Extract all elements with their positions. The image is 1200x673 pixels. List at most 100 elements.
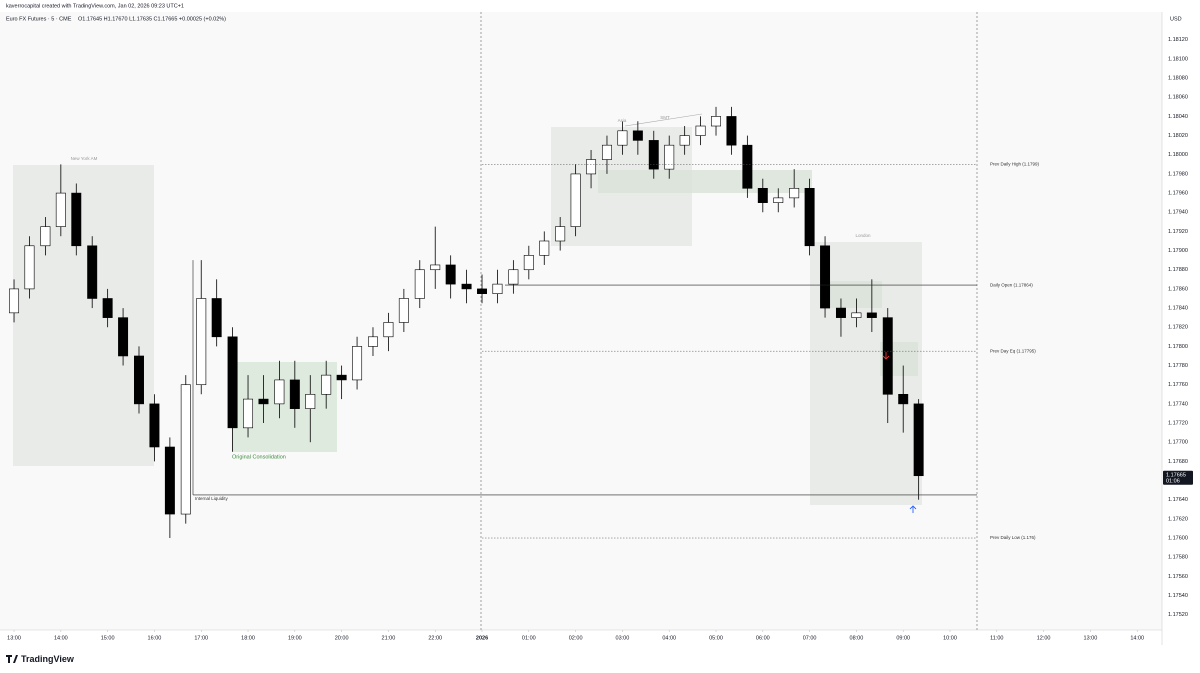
x-tick-label: 16:00: [148, 635, 162, 641]
candle-body: [180, 384, 191, 515]
x-tick-label: 04:00: [662, 635, 676, 641]
level-label: Internal Liquidity: [195, 496, 229, 501]
y-tick-label: 1.17680: [1168, 459, 1188, 465]
candle-body: [383, 322, 394, 338]
candle-body: [87, 245, 98, 299]
candle-body: [196, 298, 207, 386]
y-tick-label: 1.17980: [1168, 171, 1188, 177]
candle-body: [773, 197, 784, 203]
x-tick-label: 03:00: [616, 635, 630, 641]
candle-body: [492, 283, 503, 294]
x-tick-label: 17:00: [194, 635, 208, 641]
candle-body: [24, 245, 35, 290]
x-tick-label: 22:00: [428, 635, 442, 641]
y-tick-label: 1.17780: [1168, 363, 1188, 369]
candle-body: [321, 374, 332, 395]
candle-body: [804, 187, 815, 247]
candle-body: [523, 255, 534, 271]
candle-body: [664, 144, 675, 170]
symbol: Euro FX Futures · 5 · CME: [6, 16, 72, 22]
candle-body: [305, 393, 316, 409]
y-tick-label: 1.18060: [1168, 95, 1188, 101]
session-box: [13, 165, 154, 466]
level-label: Prev Daily Low (1.176): [990, 535, 1036, 540]
y-tick-label: 1.17640: [1168, 497, 1188, 503]
x-tick-label: 15:00: [101, 635, 115, 641]
x-tick-label: 10:00: [943, 635, 957, 641]
candle-body: [711, 116, 721, 127]
x-tick-label: 08:00: [850, 635, 864, 641]
y-tick-label: 1.17560: [1168, 574, 1188, 580]
candle-body: [461, 283, 472, 290]
last-price-label: 1.17665: [1166, 473, 1186, 479]
annotation: New York AM: [71, 156, 98, 161]
x-tick-label: 21:00: [382, 635, 396, 641]
x-tick-label: 14:00: [1130, 635, 1144, 641]
y-tick-label: 1.17700: [1168, 440, 1188, 446]
x-tick-label: 05:00: [709, 635, 723, 641]
candle-body: [289, 379, 300, 409]
countdown: 01:06: [1166, 479, 1180, 485]
y-tick-label: 1.17520: [1168, 612, 1188, 618]
x-tick-label: 13:00: [1084, 635, 1098, 641]
x-tick-label: 19:00: [288, 635, 302, 641]
y-tick-label: 1.17800: [1168, 344, 1188, 350]
annotation: SMT: [660, 115, 670, 120]
x-tick-label: 18:00: [241, 635, 255, 641]
candle-body: [40, 226, 51, 247]
candle-body: [71, 192, 82, 247]
candle-body: [898, 393, 909, 405]
up-arrow: [909, 505, 917, 513]
candle-body: [414, 269, 425, 299]
candle-body: [789, 187, 800, 199]
y-tick-label: 1.17900: [1168, 248, 1188, 254]
y-tick-label: 1.18080: [1168, 76, 1188, 82]
candle-body: [742, 144, 753, 189]
candle-body: [679, 135, 690, 146]
y-tick-label: 1.17860: [1168, 286, 1188, 292]
candle-body: [243, 398, 254, 429]
down-arrow: [882, 352, 890, 360]
candle-body: [632, 130, 643, 141]
last-price-box: [1163, 470, 1193, 485]
x-tick-label: 01:00: [522, 635, 536, 641]
candle-body: [274, 379, 285, 405]
candle-body: [102, 298, 113, 318]
candle-body: [601, 144, 612, 160]
ohlc: O1.17645 H1.17670 L1.17635 C1.17665 +0.0…: [78, 16, 226, 22]
x-tick-label: 11:00: [990, 635, 1003, 641]
annotation: London: [855, 233, 871, 238]
credit: kaverrocapital created with TradingView.…: [6, 3, 184, 9]
candle-body: [570, 173, 581, 227]
candle-body: [336, 374, 347, 381]
y-tick-label: 1.18040: [1168, 114, 1188, 120]
candle-body: [555, 226, 566, 242]
x-tick-label: 14:00: [54, 635, 68, 641]
candle-body: [258, 398, 269, 405]
logo-icon: [6, 655, 18, 663]
y-tick-label: 1.18000: [1168, 152, 1188, 158]
x-tick-label: 06:00: [756, 635, 770, 641]
y-tick-label: 1.17760: [1168, 382, 1188, 388]
x-tick-label: 20:00: [335, 635, 349, 641]
x-tick-label: 02:00: [569, 635, 583, 641]
y-tick-label: 1.17940: [1168, 210, 1188, 216]
logo: TradingView: [6, 654, 75, 664]
y-tick-label: 1.17880: [1168, 267, 1188, 273]
candle-body: [695, 125, 706, 136]
currency: USD: [1170, 16, 1182, 22]
candle-body: [726, 116, 737, 146]
annotation: Original Consolidation: [232, 454, 286, 460]
y-tick-label: 1.17580: [1168, 555, 1188, 561]
candle-body: [617, 130, 628, 146]
candle-body: [882, 317, 893, 395]
y-tick-label: 1.17720: [1168, 420, 1188, 426]
candle-body: [648, 140, 659, 170]
y-tick-label: 1.17620: [1168, 516, 1188, 522]
candle-body: [352, 346, 363, 381]
candle-body: [149, 403, 160, 448]
candle-body: [9, 288, 20, 314]
candle-body: [539, 240, 550, 256]
candle-body: [586, 159, 597, 175]
candle-body: [851, 312, 862, 318]
